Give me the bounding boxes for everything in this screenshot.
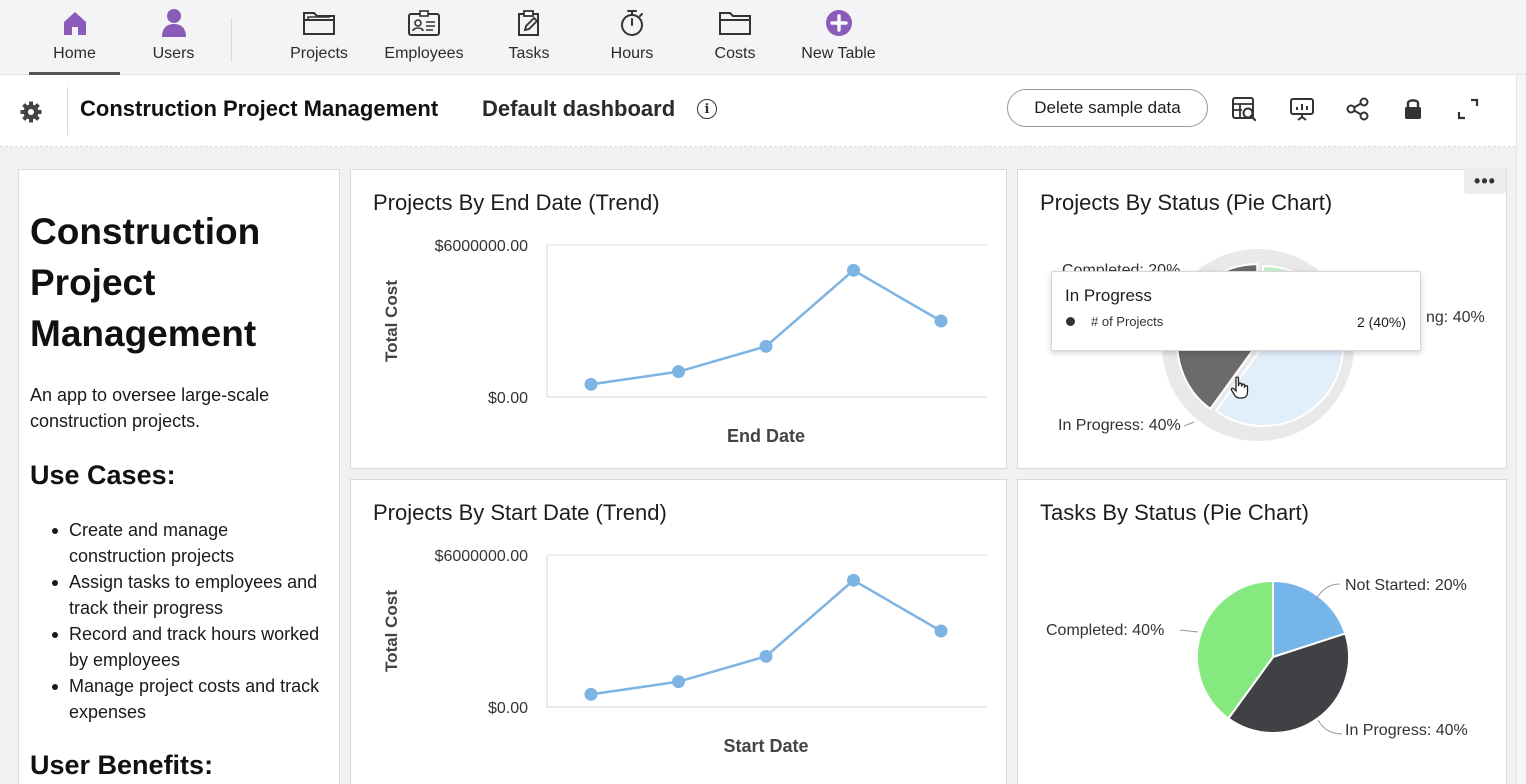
more-options-button[interactable]: ••• xyxy=(1464,168,1506,194)
series-line xyxy=(590,578,942,696)
data-point xyxy=(759,339,773,353)
line-chart: $6000000.00 $0.00 Total Cost End Date xyxy=(382,238,987,446)
scrollbar[interactable] xyxy=(1516,75,1526,784)
dashboard-header: Construction Project Management Default … xyxy=(0,75,1516,147)
delete-sample-data-button[interactable]: Delete sample data xyxy=(1007,89,1208,127)
pie-slice xyxy=(1226,632,1350,734)
nav-label: Costs xyxy=(714,45,756,62)
y-axis-label: Total Cost xyxy=(382,590,401,672)
tooltip-series-name: # of Projects xyxy=(1091,314,1164,329)
chart-title: Projects By Status (Pie Chart) xyxy=(1040,190,1333,215)
data-point xyxy=(847,263,860,277)
nav-item-home[interactable]: Home xyxy=(29,0,120,75)
nav-label: Home xyxy=(53,45,96,62)
tooltip-value: 2 (40%) xyxy=(1356,314,1406,330)
chart-tooltip: In Progress # of Projects 2 (40%) xyxy=(1051,271,1421,351)
nav-item-users[interactable]: Users xyxy=(135,0,212,75)
nav-item-tasks[interactable]: Tasks xyxy=(499,0,559,75)
y-tick-label: $6000000.00 xyxy=(435,238,529,255)
data-point xyxy=(584,687,598,701)
nav-item-new-table[interactable]: New Table xyxy=(795,0,882,75)
hand-cursor-icon xyxy=(1230,376,1249,399)
expand-icon[interactable] xyxy=(1454,95,1482,123)
description-panel: Construction Project Management An app t… xyxy=(18,169,340,784)
leader-line xyxy=(1317,719,1343,735)
y-axis-label: Total Cost xyxy=(382,280,401,362)
user-icon xyxy=(156,6,192,40)
tooltip-title: In Progress xyxy=(1065,286,1152,305)
nav-divider xyxy=(231,18,232,62)
chart-panel-tasks-status: Tasks By Status (Pie Chart) Not Started:… xyxy=(1017,479,1507,784)
tooltip-series-dot xyxy=(1066,317,1075,326)
list-item: Create and manage construction projects xyxy=(52,517,329,569)
gear-icon[interactable] xyxy=(18,99,44,125)
slice-label: Not Started: 20% xyxy=(1345,577,1467,594)
slice-label: In Progress: 40% xyxy=(1058,417,1181,434)
description-lead: An app to oversee large-scale constructi… xyxy=(30,385,270,431)
nav-item-employees[interactable]: Employees xyxy=(379,0,469,75)
nav-label: New Table xyxy=(801,45,876,62)
leader-line xyxy=(1179,629,1199,633)
leader-line xyxy=(1315,583,1341,601)
pie-slice xyxy=(1272,579,1347,659)
dashboard-title[interactable]: Default dashboard xyxy=(482,96,676,121)
data-point xyxy=(847,573,860,587)
pie-slice xyxy=(1196,579,1274,720)
table-search-icon[interactable] xyxy=(1230,95,1258,123)
plus-circle-icon xyxy=(821,6,857,40)
pie-chart: Not Started: 20% Completed: 40% In Progr… xyxy=(1046,577,1468,739)
slice-label: ng: 40% xyxy=(1426,309,1485,326)
presentation-icon[interactable] xyxy=(1288,95,1316,123)
header-divider xyxy=(67,87,68,135)
data-point xyxy=(934,624,948,638)
folder-icon xyxy=(717,6,753,40)
nav-label: Hours xyxy=(610,45,654,62)
clipboard-edit-icon xyxy=(511,6,547,40)
nav-item-projects[interactable]: Projects xyxy=(279,0,359,75)
data-point xyxy=(934,314,948,328)
top-navigation: Home Users Projects Employees Tasks Hour… xyxy=(0,0,1526,75)
description-title: Construction Project Management xyxy=(30,211,261,354)
stopwatch-icon xyxy=(614,6,650,40)
use-cases-heading: Use Cases: xyxy=(30,460,176,490)
house-icon xyxy=(57,6,93,40)
y-tick-label: $0.00 xyxy=(488,390,528,407)
slice-label: Completed: 40% xyxy=(1046,622,1164,639)
nav-item-costs[interactable]: Costs xyxy=(705,0,765,75)
chart-panel-projects-end-date: Projects By End Date (Trend) $6000000.00… xyxy=(350,169,1007,469)
line-chart: $6000000.00 $0.00 Total Cost Start Date xyxy=(382,548,987,756)
id-card-icon xyxy=(406,6,442,40)
chart-title: Projects By Start Date (Trend) xyxy=(373,500,667,525)
data-point xyxy=(672,675,685,689)
user-benefits-heading: User Benefits: xyxy=(30,750,214,780)
nav-item-hours[interactable]: Hours xyxy=(602,0,662,75)
list-item: Record and track hours worked by employe… xyxy=(52,621,329,673)
lock-icon[interactable] xyxy=(1399,95,1427,123)
x-axis-label: End Date xyxy=(727,426,805,446)
chart-panel-projects-start-date: Projects By Start Date (Trend) $6000000.… xyxy=(350,479,1007,784)
nav-label: Projects xyxy=(290,45,348,62)
use-cases-list: Create and manage construction projects … xyxy=(52,517,329,725)
folder-open-icon xyxy=(301,6,337,40)
info-icon[interactable]: i xyxy=(697,99,717,119)
app-title: Construction Project Management xyxy=(80,96,439,121)
data-point xyxy=(672,365,685,379)
chart-title: Tasks By Status (Pie Chart) xyxy=(1040,500,1309,525)
x-axis-label: Start Date xyxy=(723,736,808,756)
y-tick-label: $0.00 xyxy=(488,700,528,717)
series-line xyxy=(590,268,942,386)
list-item: Manage project costs and track expenses xyxy=(52,673,329,725)
data-point xyxy=(584,377,598,391)
chart-title: Projects By End Date (Trend) xyxy=(373,190,660,215)
list-item: Assign tasks to employees and track thei… xyxy=(52,569,329,621)
slice-label: In Progress: 40% xyxy=(1345,722,1468,739)
y-tick-label: $6000000.00 xyxy=(435,548,529,565)
nav-label: Employees xyxy=(384,45,464,62)
data-point xyxy=(759,649,773,663)
nav-label: Tasks xyxy=(508,45,550,62)
share-icon[interactable] xyxy=(1344,95,1372,123)
nav-label: Users xyxy=(152,45,195,62)
